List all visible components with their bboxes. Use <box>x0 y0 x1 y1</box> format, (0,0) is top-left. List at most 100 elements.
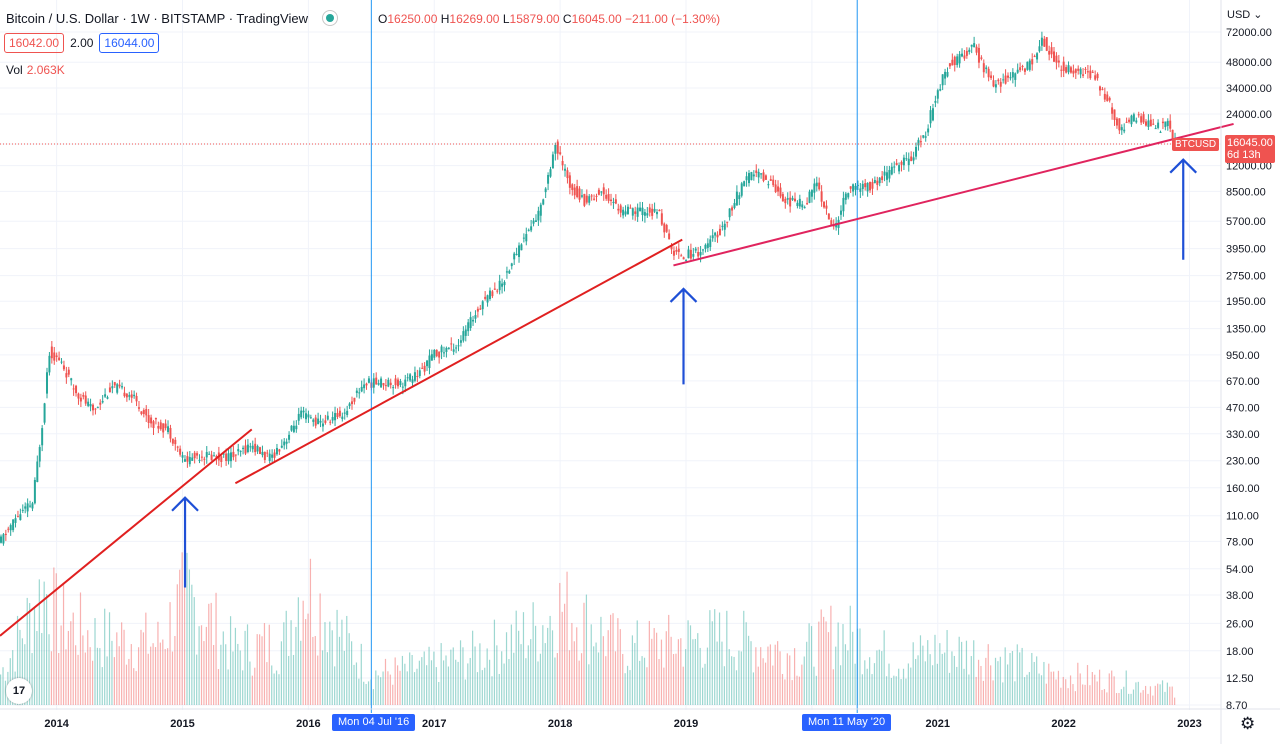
volume-bar <box>1123 686 1125 705</box>
candle-body <box>9 525 12 531</box>
candle-body <box>302 410 305 413</box>
candle-body <box>963 55 966 59</box>
volume-bar <box>319 593 321 705</box>
volume-bar <box>1031 652 1033 705</box>
volume-bar <box>476 672 479 705</box>
candle-body <box>1084 68 1087 70</box>
candle-body <box>174 439 177 445</box>
volume-bar <box>1009 653 1011 705</box>
volume-bar <box>549 615 551 705</box>
volume-bar <box>263 623 266 705</box>
candle-body <box>486 295 489 303</box>
volume-bar <box>585 594 588 705</box>
tradingview-logo-icon[interactable]: 17 <box>6 678 32 704</box>
volume-bar <box>317 655 319 705</box>
candle-body <box>338 410 341 417</box>
candle-body <box>406 377 409 379</box>
volume-bar <box>864 660 866 705</box>
candle-body <box>1115 118 1118 126</box>
ask-button[interactable]: 16044.00 <box>99 33 160 53</box>
volume-bar <box>1019 652 1021 705</box>
candle-body <box>714 232 717 236</box>
time-tick-label: 2018 <box>548 718 572 730</box>
volume-bar <box>614 651 617 705</box>
candle-body <box>150 417 153 424</box>
volume-bar <box>624 673 626 705</box>
candle-body <box>525 234 528 242</box>
candle-body <box>498 280 501 291</box>
symbol-title[interactable]: Bitcoin / U.S. Dollar · 1W · BITSTAMP · … <box>6 11 308 26</box>
volume-bar <box>33 607 36 705</box>
chart-legend[interactable]: Bitcoin / U.S. Dollar · 1W · BITSTAMP · … <box>6 10 352 26</box>
candle-body <box>297 413 300 421</box>
volume-bar <box>883 630 885 705</box>
candle-body <box>285 441 288 444</box>
candle-body <box>619 205 622 213</box>
volume-bar <box>346 615 348 705</box>
volume-bar <box>433 651 435 705</box>
candle-body <box>79 397 82 402</box>
volume-bar <box>208 603 210 705</box>
candle-body <box>351 401 354 405</box>
candle-body <box>123 392 126 397</box>
volume-bar <box>893 675 895 705</box>
volume-bar <box>910 667 912 705</box>
currency-selector[interactable]: USD ⌄ <box>1227 9 1263 21</box>
candle-body <box>1021 65 1024 67</box>
candle-body <box>721 225 724 227</box>
candle-body <box>399 381 402 386</box>
candle-body <box>227 453 230 462</box>
gear-icon[interactable]: ⚙ <box>1240 714 1256 733</box>
candle-body <box>58 357 61 361</box>
volume-bar <box>1072 684 1074 705</box>
arrow-head-1 <box>171 496 199 512</box>
candle-body <box>602 187 605 195</box>
candle-body <box>542 199 545 205</box>
volume-bar <box>789 655 791 705</box>
volume-bar <box>922 645 924 705</box>
volume-bar <box>186 552 188 705</box>
volume-bar <box>227 669 229 705</box>
candle-body <box>931 108 934 121</box>
volume-bar <box>551 630 554 705</box>
volume-bar <box>292 654 295 705</box>
volume-bar <box>484 667 486 705</box>
candle-body <box>929 110 932 124</box>
candle-body <box>167 426 170 433</box>
candle-body <box>1014 73 1017 80</box>
volume-bar <box>631 635 634 705</box>
candle-body <box>539 204 542 216</box>
volume-bar <box>653 628 655 705</box>
volume-legend[interactable]: Vol 2.063K <box>6 63 65 77</box>
candle-body <box>796 202 799 206</box>
volume-bar <box>89 647 91 705</box>
candle-body <box>1159 131 1162 133</box>
candle-body <box>1157 122 1160 128</box>
candle-body <box>890 166 893 175</box>
volume-bar <box>755 647 757 705</box>
candle-body <box>312 419 315 422</box>
candle-body <box>426 360 429 367</box>
candle-body <box>1118 118 1121 131</box>
volume-bar <box>888 663 890 705</box>
volume-bar <box>452 647 454 705</box>
volume-bar <box>781 673 784 705</box>
candle-body <box>643 212 646 216</box>
volume-bar <box>534 625 537 705</box>
volume-bar <box>275 670 278 705</box>
volume-bar <box>225 644 227 705</box>
bid-button[interactable]: 16042.00 <box>4 33 65 53</box>
volume-bar <box>108 612 111 705</box>
candle-body <box>663 223 666 233</box>
candle-body <box>777 186 780 192</box>
candle-body <box>467 322 470 332</box>
volume-bar <box>442 660 445 705</box>
candle-body <box>496 290 499 292</box>
volume-bar <box>869 657 871 705</box>
volume-bar <box>1086 665 1089 705</box>
candle-body <box>24 506 27 509</box>
market-status-icon <box>321 10 338 26</box>
volume-bar <box>145 612 147 705</box>
